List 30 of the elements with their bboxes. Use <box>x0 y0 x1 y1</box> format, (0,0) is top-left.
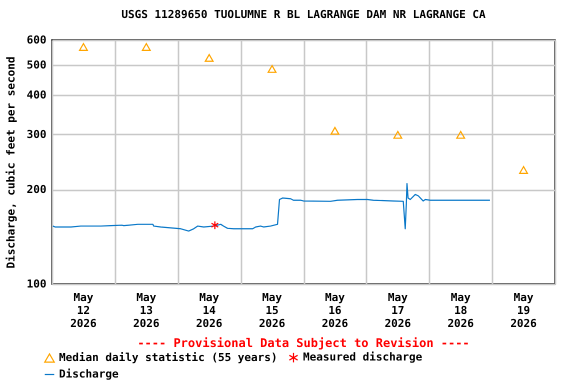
point <box>456 130 466 139</box>
x-tick-label: May 17 2026 <box>384 291 412 330</box>
point <box>519 166 528 174</box>
point <box>142 43 151 51</box>
x-tick-label: May 12 2026 <box>70 291 98 330</box>
legend-label: Measured discharge <box>303 350 423 364</box>
x-tick-label: May 18 2026 <box>447 291 474 330</box>
point <box>78 43 88 51</box>
legend-label: Discharge <box>59 368 119 380</box>
y-tick-label: 500 <box>26 58 46 72</box>
chart-title: USGS 11289650 TUOLUMNE R BL LAGRANGE DAM NR LAGRANGE CA <box>121 8 486 21</box>
y-tick-label: 600 <box>26 34 46 46</box>
point <box>393 130 402 139</box>
x-tick-label: May 15 2026 <box>258 291 286 330</box>
y-axis-title: Discharge, cubic feet per second <box>4 56 18 268</box>
y-tick-label: 300 <box>26 128 46 141</box>
legend-label: Median daily statistic (55 years) <box>59 350 278 364</box>
x-tick-label: May 16 2026 <box>322 291 349 330</box>
point <box>330 126 340 135</box>
x-tick-label: May 19 2026 <box>510 291 538 330</box>
point <box>268 65 277 73</box>
y-tick-label: 200 <box>26 183 46 196</box>
x-tick-label: May 14 2026 <box>196 291 223 330</box>
x-tick-label: May 13 2026 <box>133 291 160 330</box>
text: ---- Provisional Data Subject to Revision ---- <box>137 336 470 350</box>
point <box>210 220 219 230</box>
point <box>204 54 214 62</box>
y-tick-label: 400 <box>26 88 46 102</box>
line-series <box>52 183 491 232</box>
y-tick-label: 100 <box>26 278 46 290</box>
